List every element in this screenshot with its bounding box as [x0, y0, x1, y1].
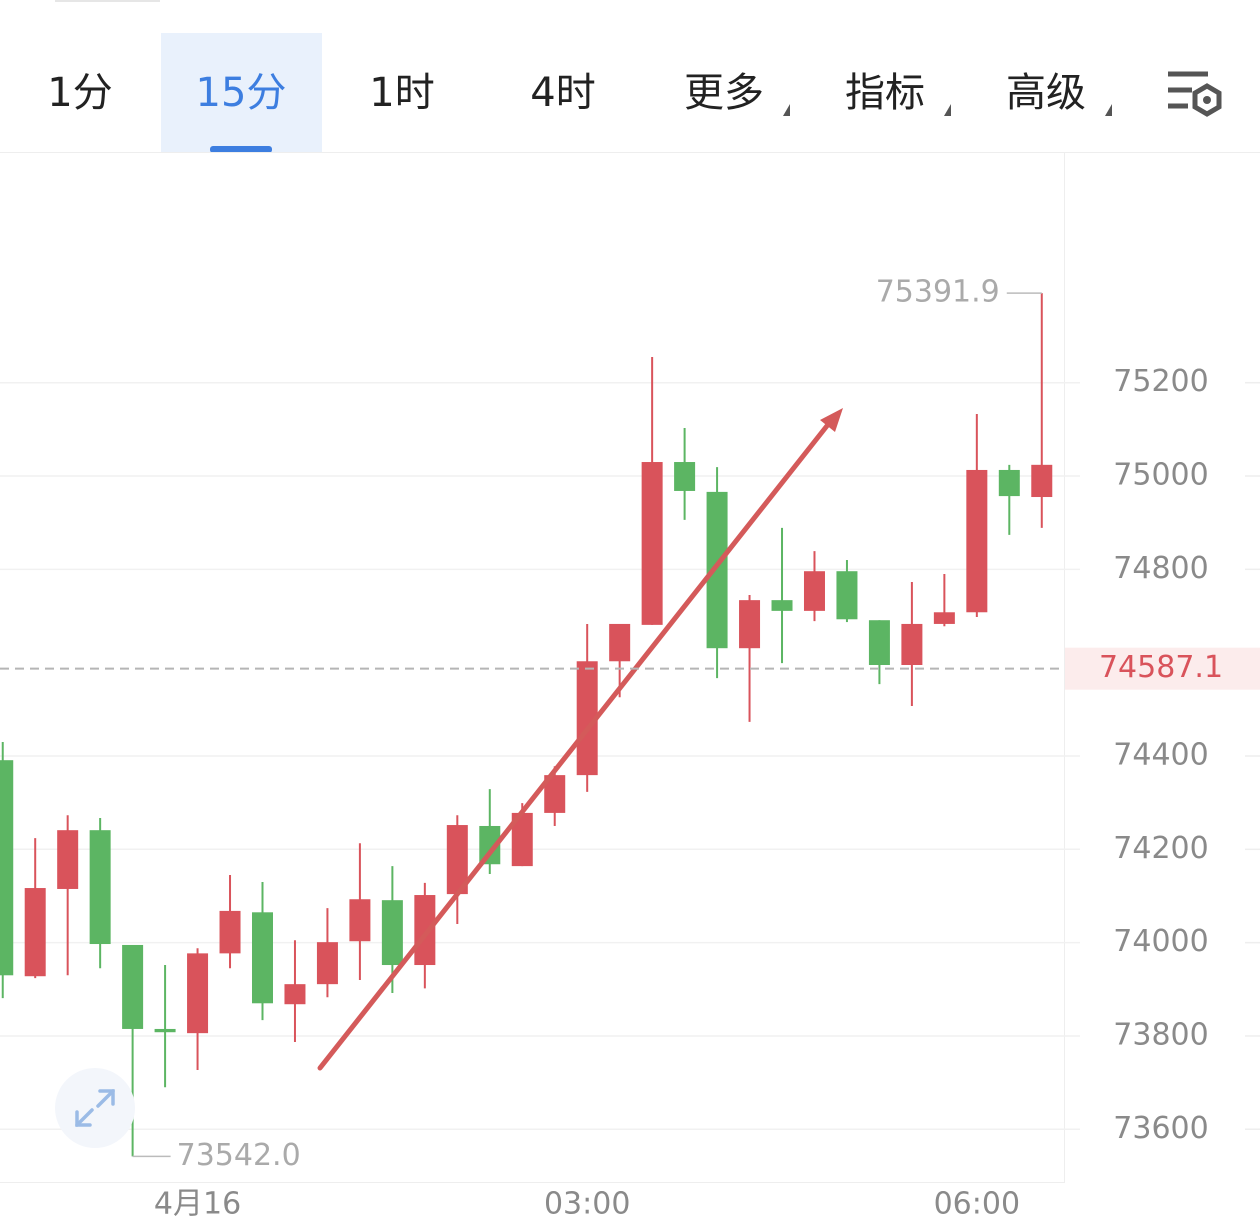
candle-body: [349, 899, 371, 942]
tab-label: 4时: [530, 70, 595, 116]
candle-body: [381, 900, 403, 966]
tab[interactable]: 指标: [845, 70, 951, 116]
tab[interactable]: 15分: [161, 33, 322, 153]
expand-arrow: [96, 1089, 115, 1108]
candle-body: [479, 825, 501, 865]
candle-body: [154, 1028, 176, 1033]
dropdown-caret: [1105, 104, 1112, 116]
candle-body: [122, 944, 144, 1029]
settings-icon[interactable]: [1168, 71, 1222, 117]
last-price-bg: [1065, 647, 1260, 690]
tab-label: 1时: [369, 70, 434, 116]
expand-button[interactable]: [55, 1068, 135, 1148]
candle-body: [901, 623, 923, 666]
icon-dot: [1203, 96, 1211, 104]
candle-body: [187, 953, 209, 1034]
expand-arrow: [75, 1108, 94, 1127]
candle-body: [446, 825, 468, 895]
tab-label: 指标: [845, 70, 925, 116]
tab[interactable]: 更多: [684, 70, 790, 116]
y-tick-label: 73600: [1113, 1111, 1208, 1146]
candle-body: [1031, 464, 1053, 498]
x-tick-label: 4月16: [154, 1187, 241, 1220]
candle-body: [414, 895, 436, 966]
y-tick-label: 74000: [1113, 924, 1208, 959]
candle-body: [57, 830, 79, 889]
candle-body: [771, 600, 793, 611]
candle-body: [706, 491, 728, 649]
tab-label: 更多: [684, 70, 764, 116]
candle-body: [966, 469, 988, 613]
overlay: 74587.1 75391.9 73542.0: [0, 275, 1260, 1173]
candle-body: [544, 775, 566, 813]
tab[interactable]: 高级: [1006, 70, 1112, 116]
x-tick-label: 06:00: [934, 1187, 1020, 1220]
tab-label: 高级: [1006, 70, 1086, 116]
y-tick-label: 74400: [1113, 737, 1208, 772]
candle-body: [803, 571, 825, 611]
y-tick-label: 74800: [1113, 551, 1208, 586]
candle-body: [868, 620, 890, 666]
tab[interactable]: 4时: [530, 70, 595, 116]
tab[interactable]: 1时: [369, 70, 434, 116]
arrow-head: [820, 408, 843, 432]
candle-body: [933, 612, 955, 624]
last-price-label: 74587.1: [1099, 650, 1223, 685]
toolbar: 1分 15分 1时 4时 更多 指标 高级: [47, 33, 1112, 153]
candle-body: [609, 623, 631, 662]
candle-body: [284, 984, 306, 1005]
candle-body: [836, 571, 858, 620]
expand-bg: [55, 1068, 135, 1148]
y-tick-label: 73800: [1113, 1017, 1208, 1052]
x-tick-label: 03:00: [544, 1187, 630, 1220]
tab-label: 15分: [196, 70, 287, 116]
candle-body: [0, 760, 14, 976]
trend-arrow: [317, 408, 843, 1071]
candle-body: [641, 462, 663, 625]
candle-body: [674, 462, 696, 491]
tab-indicator: [210, 146, 272, 153]
candle-body: [576, 661, 598, 776]
candle-body: [511, 812, 533, 867]
max-marker-label: 75391.9: [876, 275, 1000, 310]
dropdown-caret: [944, 104, 951, 116]
tab[interactable]: 1分: [47, 70, 112, 116]
y-tick-label: 74200: [1113, 831, 1208, 866]
tab-selected-bg: [161, 33, 322, 152]
plot: [0, 293, 1053, 1157]
top-edge: [55, 0, 160, 2]
candle-body: [251, 912, 273, 1004]
candle-body: [316, 942, 338, 985]
candle-body: [89, 830, 111, 945]
candle-body: [219, 910, 241, 954]
y-tick-label: 75200: [1113, 364, 1208, 399]
min-marker-label: 73542.0: [177, 1138, 301, 1173]
candle-body: [24, 888, 46, 977]
y-tick-label: 75000: [1113, 458, 1208, 493]
icon-hex: [1192, 83, 1222, 117]
grid: 73600 73800 74000 74200 74400 74800 75000 75200…: [0, 364, 1260, 1220]
candle-body: [739, 600, 761, 649]
arrow-shaft: [317, 419, 833, 1071]
candle-body: [998, 469, 1020, 497]
tab-label: 1分: [47, 70, 112, 116]
dropdown-caret: [783, 104, 790, 116]
